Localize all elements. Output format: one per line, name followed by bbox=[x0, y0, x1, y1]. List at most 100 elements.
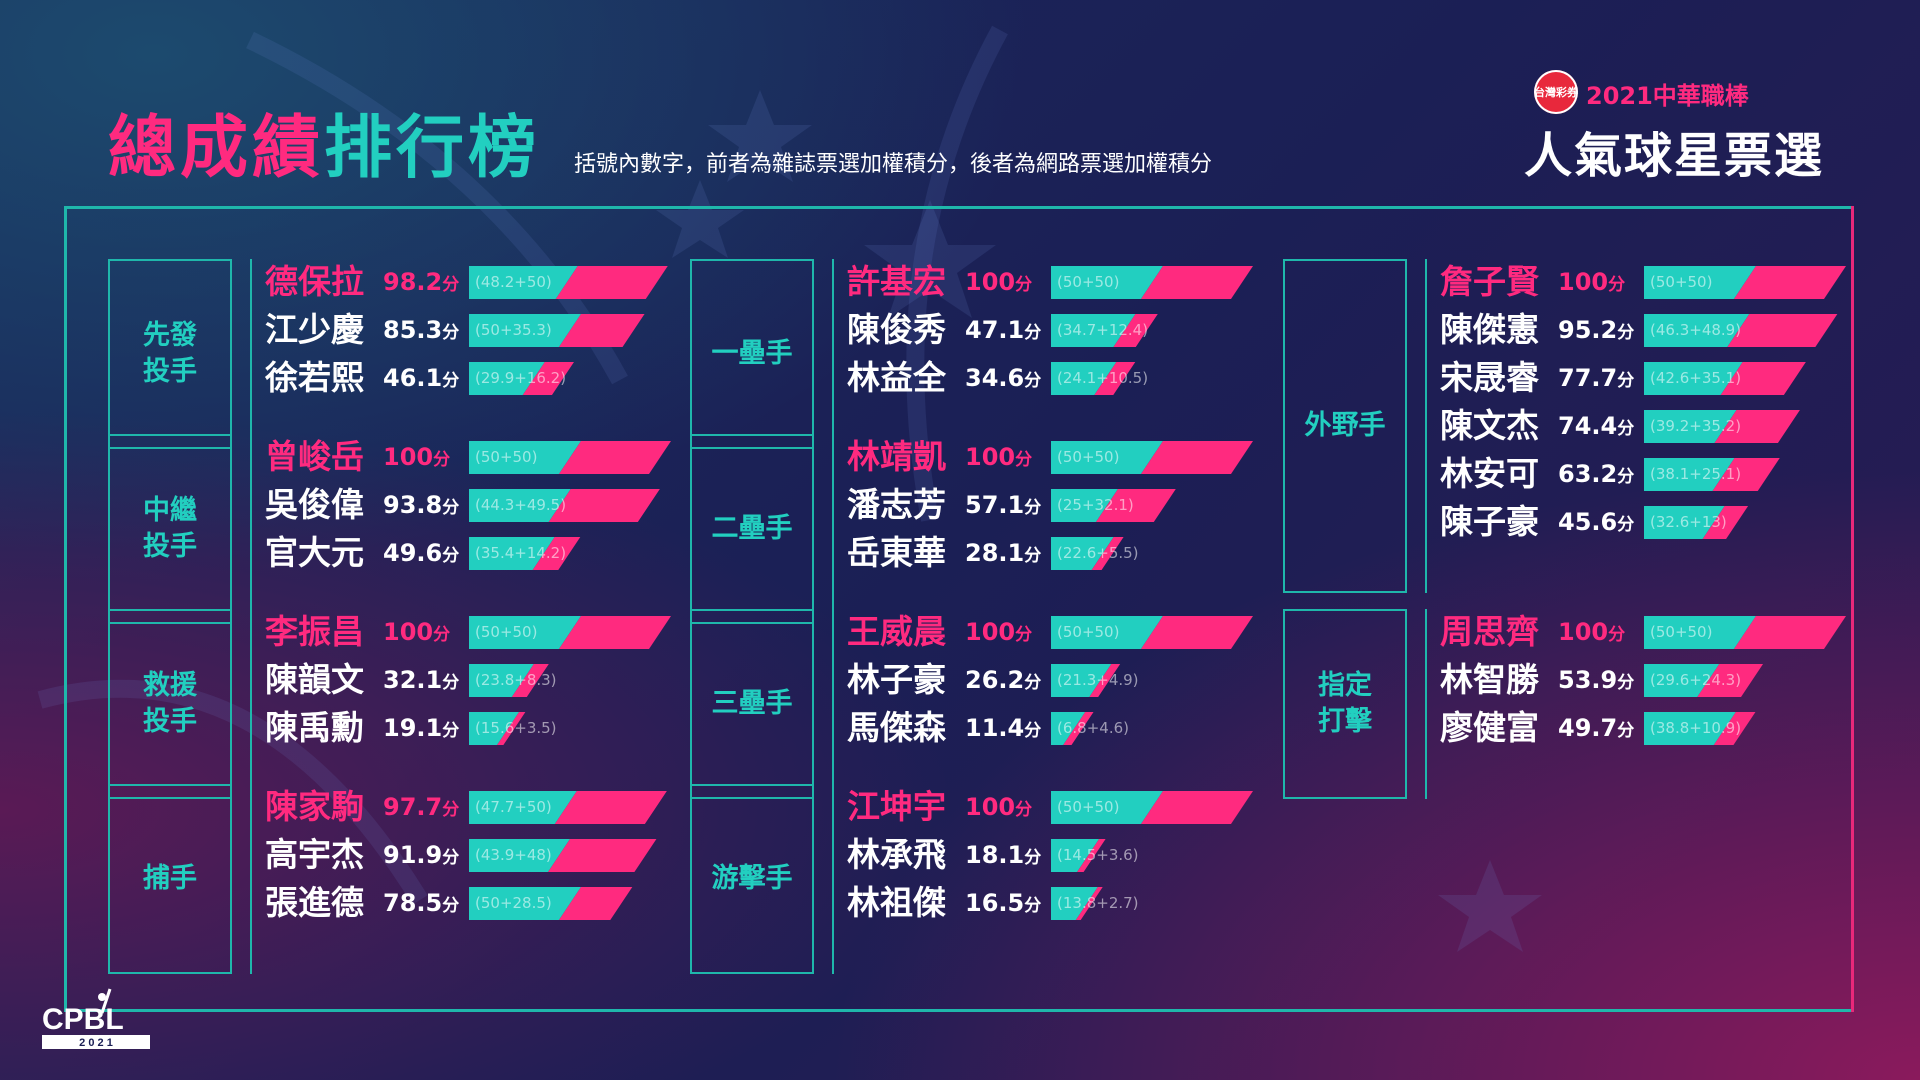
magazine-score-bar bbox=[469, 664, 534, 697]
player-row: 陳子豪 45.6分 (32.6+13) bbox=[1440, 502, 1840, 542]
online-score-bar bbox=[559, 616, 671, 649]
magazine-score-bar bbox=[1051, 664, 1112, 697]
player-score: 100分 bbox=[965, 612, 1032, 655]
online-score-bar bbox=[555, 266, 668, 299]
score-unit: 分 bbox=[1015, 275, 1033, 295]
position-label-box: 先發 投手 bbox=[108, 259, 232, 449]
position-label: 三壘手 bbox=[711, 688, 793, 719]
online-score-bar bbox=[511, 664, 549, 697]
player-row: 林益全 34.6分 (24.1+10.5) bbox=[847, 358, 1247, 398]
player-row: 馬傑森 11.4分 (6.8+4.6) bbox=[847, 708, 1247, 748]
player-score-value: 100 bbox=[965, 618, 1016, 646]
player-name: 宋晟睿 bbox=[1440, 358, 1539, 397]
player-score-value: 46.1 bbox=[383, 364, 443, 392]
page-subtitle: 括號內數字，前者為雜誌票選加權積分，後者為網路票選加權積分 bbox=[574, 152, 1213, 177]
score-breakdown: (50+50) bbox=[1057, 798, 1120, 816]
position-label-box: 二壘手 bbox=[690, 434, 814, 624]
cpbl-logo-year: 2 0 2 1 bbox=[79, 1037, 113, 1049]
score-breakdown: (50+50) bbox=[1650, 273, 1713, 291]
online-score-bar bbox=[1077, 839, 1106, 872]
magazine-score-bar bbox=[1051, 266, 1163, 299]
magazine-score-bar bbox=[1051, 839, 1100, 872]
player-score-value: 57.1 bbox=[965, 491, 1025, 519]
player-score: 16.5分 bbox=[965, 883, 1041, 926]
score-unit: 分 bbox=[1015, 625, 1033, 645]
event-year: 2021中華職棒 bbox=[1586, 82, 1749, 110]
player-row: 林靖凱 100分 (50+50) bbox=[847, 437, 1253, 480]
score-unit: 分 bbox=[1617, 673, 1635, 693]
score-unit: 分 bbox=[1608, 625, 1626, 645]
player-score-value: 85.3 bbox=[383, 316, 443, 344]
player-name: 徐若熙 bbox=[265, 358, 364, 397]
magazine-score-bar bbox=[1644, 410, 1737, 443]
score-breakdown: (50+50) bbox=[1057, 273, 1120, 291]
player-row: 潘志芳 57.1分 (25+32.1) bbox=[847, 485, 1247, 525]
score-bar bbox=[1051, 537, 1257, 570]
score-breakdown: (13.8+2.7) bbox=[1057, 894, 1139, 912]
position-label: 一壘手 bbox=[711, 338, 793, 369]
category-divider bbox=[1425, 259, 1427, 593]
player-name: 吳俊偉 bbox=[265, 485, 364, 524]
magazine-score-bar bbox=[469, 887, 581, 920]
online-score-bar bbox=[1091, 537, 1124, 570]
online-score-bar bbox=[1141, 616, 1253, 649]
score-breakdown: (50+35.3) bbox=[475, 321, 552, 339]
player-name: 許基宏 bbox=[847, 262, 946, 301]
score-bar bbox=[1051, 362, 1257, 395]
player-name: 詹子賢 bbox=[1440, 262, 1539, 301]
player-row: 詹子賢 100分 (50+50) bbox=[1440, 262, 1846, 302]
player-name: 官大元 bbox=[265, 533, 364, 572]
score-breakdown: (24.1+10.5) bbox=[1057, 369, 1149, 387]
score-breakdown: (50+50) bbox=[1057, 448, 1120, 466]
score-unit: 分 bbox=[1024, 721, 1042, 741]
player-score: 32.1分 bbox=[383, 660, 459, 703]
player-name: 江坤宇 bbox=[847, 787, 946, 826]
score-bar bbox=[469, 489, 675, 522]
online-score-bar bbox=[1141, 791, 1253, 824]
magazine-score-bar bbox=[1051, 362, 1117, 395]
score-unit: 分 bbox=[1024, 323, 1042, 343]
player-score: 47.1分 bbox=[965, 310, 1041, 353]
magazine-score-bar bbox=[1051, 441, 1163, 474]
player-row: 江坤宇 100分 (50+50) bbox=[847, 787, 1253, 827]
player-row: 岳東華 28.1分 (22.6+5.5) bbox=[847, 533, 1247, 573]
player-score: 34.6分 bbox=[965, 358, 1041, 401]
score-breakdown: (23.8+8.3) bbox=[475, 671, 557, 689]
score-breakdown: (44.3+49.5) bbox=[475, 496, 567, 514]
magazine-score-bar bbox=[469, 314, 581, 347]
online-score-bar bbox=[1734, 266, 1846, 299]
score-bar bbox=[469, 712, 675, 745]
player-row: 周思齊 100分 (50+50) bbox=[1440, 612, 1846, 652]
score-bar bbox=[1051, 791, 1257, 824]
player-score-value: 11.4 bbox=[965, 714, 1025, 742]
player-score: 49.6分 bbox=[383, 533, 459, 576]
player-name: 岳東華 bbox=[847, 533, 946, 572]
online-score-bar bbox=[1712, 458, 1780, 491]
player-row: 高宇杰 91.9分 (43.9+48) bbox=[265, 835, 665, 875]
online-score-bar bbox=[1714, 410, 1800, 443]
position-label-box: 三壘手 bbox=[690, 609, 814, 799]
magazine-score-bar bbox=[1644, 266, 1756, 299]
score-bar bbox=[469, 887, 675, 920]
score-bar bbox=[1051, 314, 1257, 347]
online-score-bar bbox=[1075, 887, 1103, 920]
player-score: 100分 bbox=[965, 262, 1032, 305]
player-score: 85.3分 bbox=[383, 310, 459, 353]
category-divider bbox=[250, 784, 252, 974]
player-name: 林承飛 bbox=[847, 835, 946, 874]
score-bar bbox=[1644, 410, 1850, 443]
category-divider bbox=[1425, 609, 1427, 799]
magazine-score-bar bbox=[1644, 506, 1725, 539]
player-score: 100分 bbox=[965, 437, 1032, 480]
player-score-value: 19.1 bbox=[383, 714, 443, 742]
score-bar bbox=[1051, 887, 1257, 920]
score-bar bbox=[1051, 441, 1257, 474]
score-bar bbox=[1051, 266, 1257, 299]
position-label-box: 中繼 投手 bbox=[108, 434, 232, 624]
sponsor-text: 台灣彩券 bbox=[1534, 85, 1578, 99]
player-score-value: 77.7 bbox=[1558, 364, 1618, 392]
score-breakdown: (46.3+48.9) bbox=[1650, 321, 1742, 339]
player-score-value: 28.1 bbox=[965, 539, 1025, 567]
magazine-score-bar bbox=[469, 712, 520, 745]
player-score: 74.4分 bbox=[1558, 406, 1634, 449]
